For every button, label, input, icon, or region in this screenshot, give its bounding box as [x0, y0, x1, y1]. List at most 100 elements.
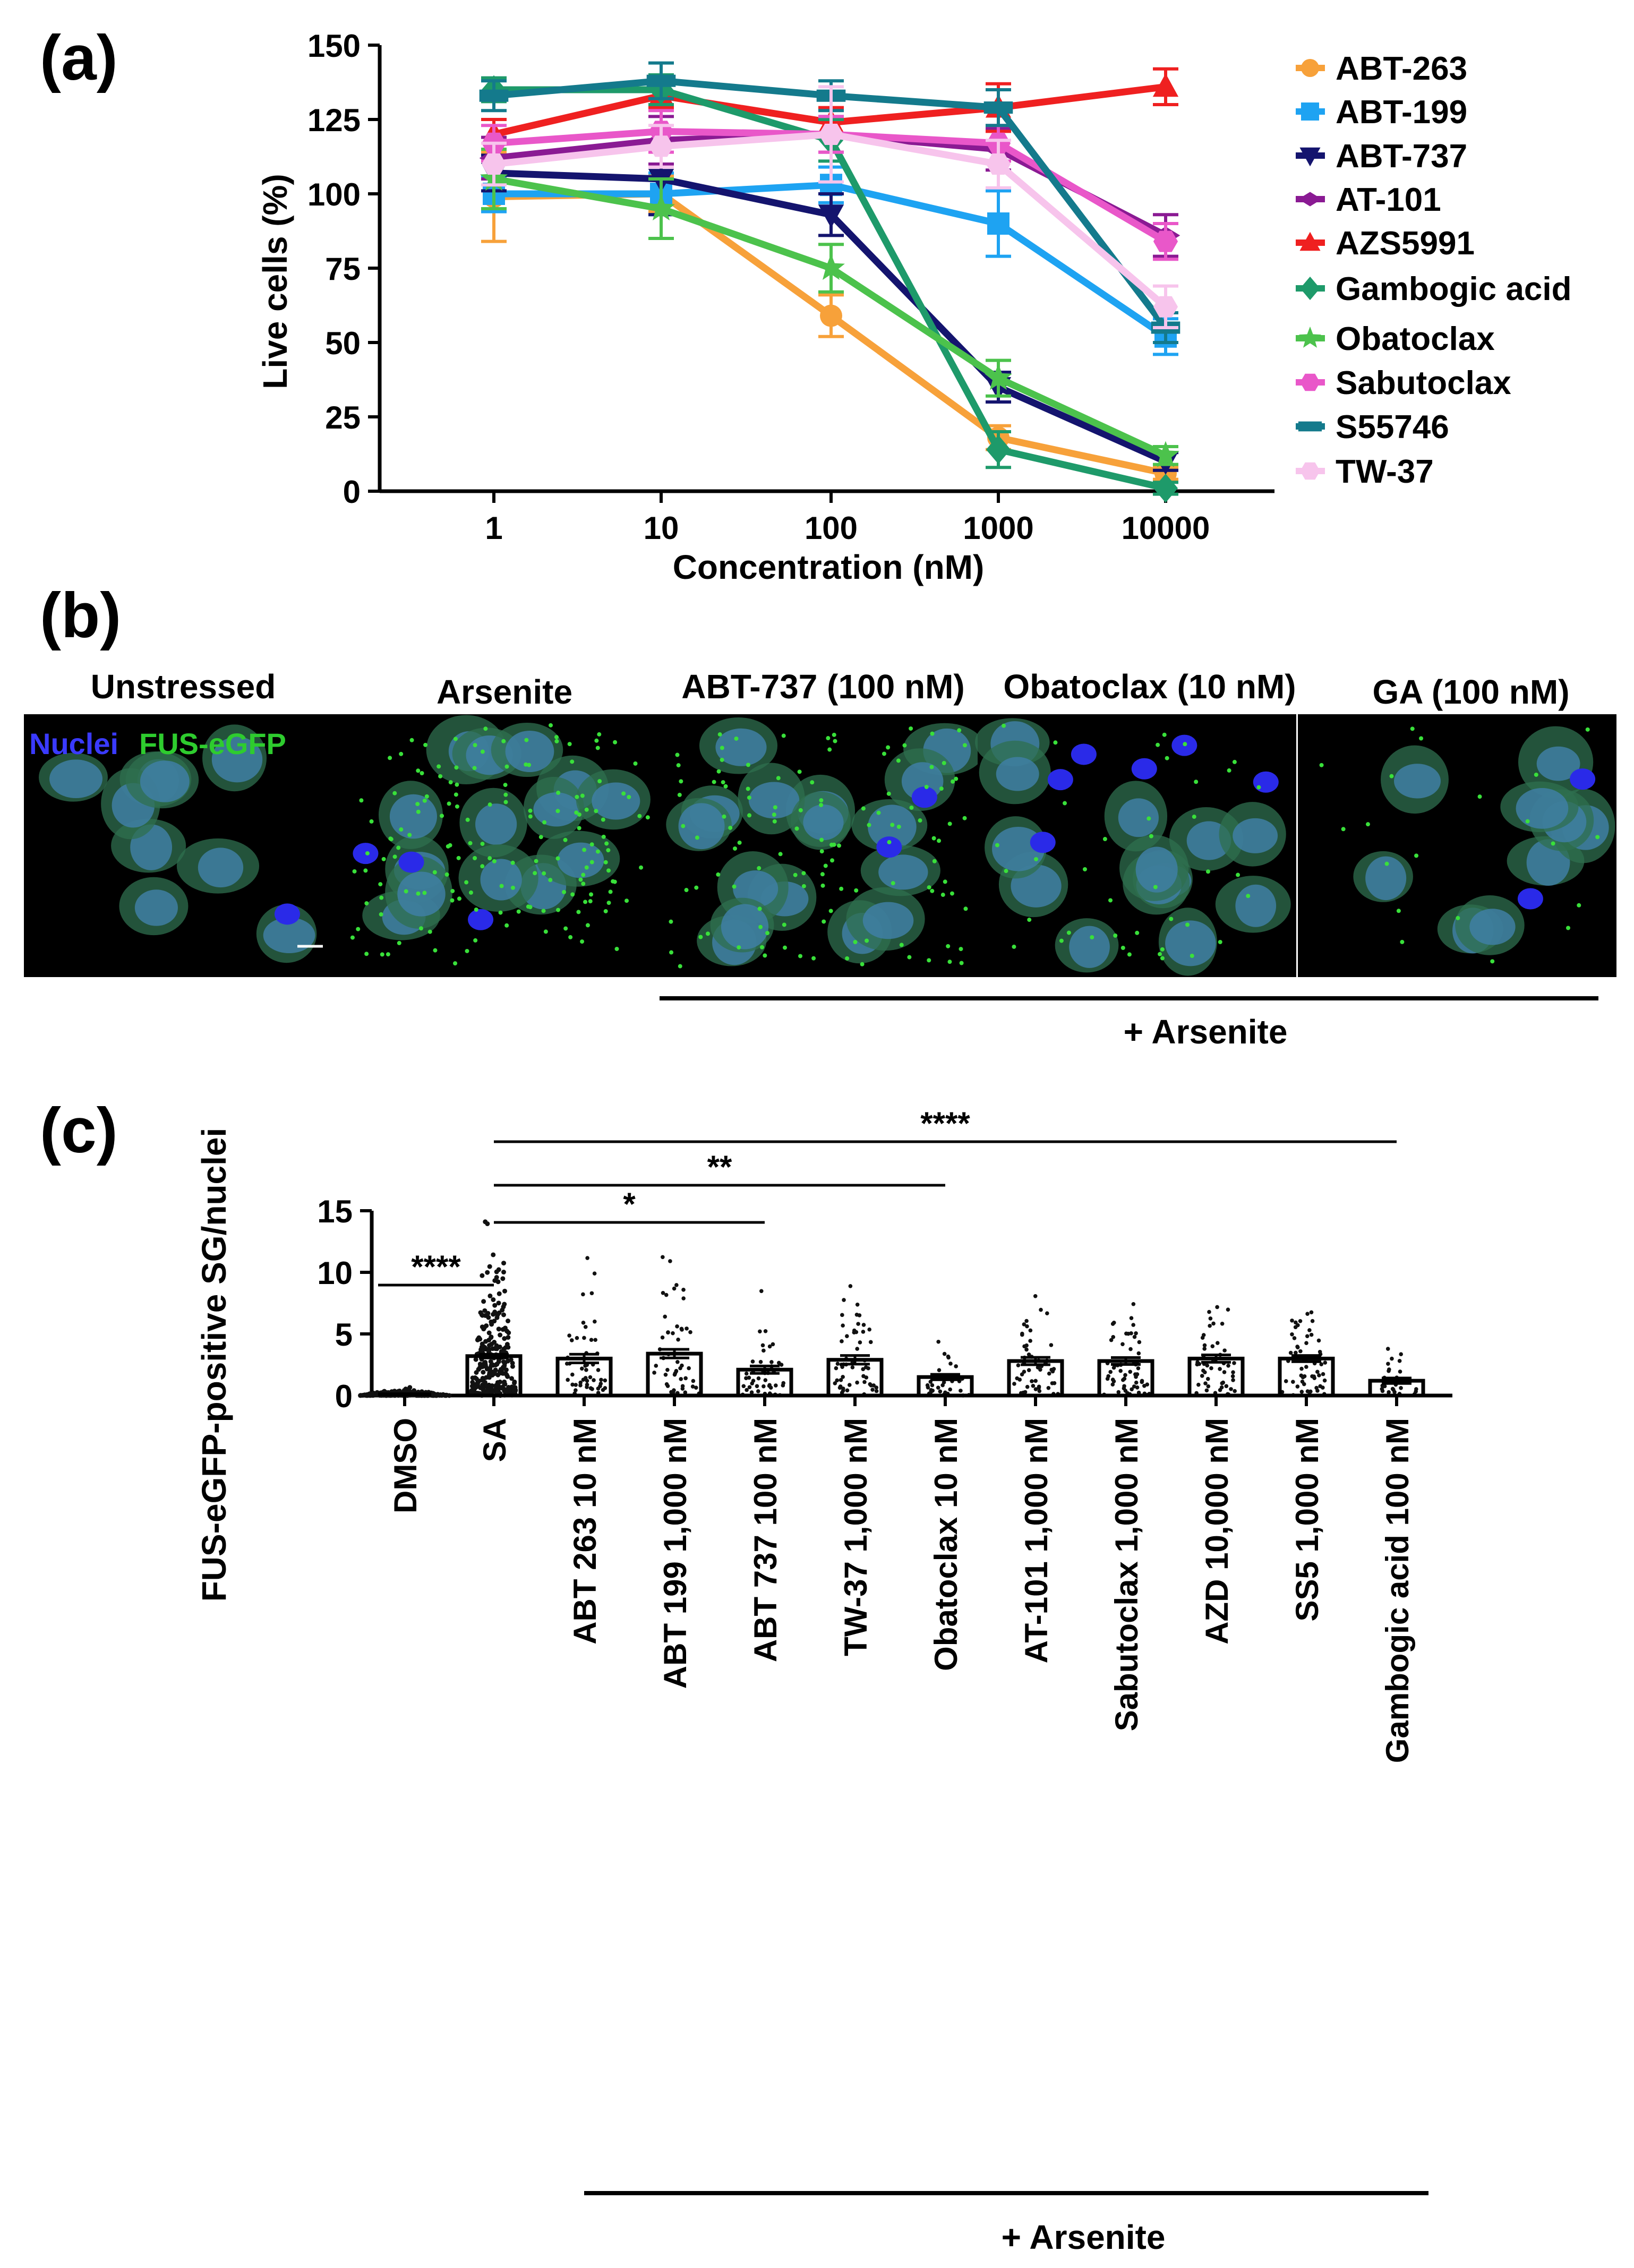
significance-bracket: ** [494, 1149, 945, 1187]
data-point [506, 1330, 511, 1336]
stress-granule [416, 891, 421, 896]
stress-granule [798, 954, 803, 958]
data-point [747, 1385, 752, 1390]
chart-a-ytick-label: 25 [325, 400, 361, 435]
data-point [762, 1348, 766, 1353]
stress-granule [554, 735, 559, 740]
stress-granule [594, 809, 598, 814]
stress-granule [597, 732, 602, 737]
data-point [856, 1322, 860, 1326]
data-point [496, 1384, 501, 1389]
bar-group-0: DMSO [358, 1385, 452, 1513]
stress-granule [611, 879, 615, 884]
stress-granule [1396, 909, 1401, 913]
stress-granule [757, 906, 762, 911]
stress-granule [455, 782, 459, 787]
data-point [1033, 1379, 1038, 1383]
data-point [759, 1289, 764, 1294]
cell-nucleus [1469, 909, 1516, 945]
data-point [492, 1303, 498, 1308]
data-point [1123, 1373, 1127, 1377]
data-point [779, 1363, 784, 1367]
data-point [681, 1288, 686, 1292]
stress-granule [1341, 827, 1346, 832]
stress-granule [747, 813, 752, 818]
data-point [959, 1389, 963, 1393]
data-point [762, 1384, 766, 1389]
bar-group-6: Obatoclax 10 nM [917, 1339, 974, 1671]
stain-label-nuclei: Nuclei [29, 727, 118, 760]
data-point [1299, 1373, 1304, 1378]
stress-granule [473, 743, 477, 748]
stress-granule [380, 952, 384, 957]
cell-nucleus [996, 757, 1039, 791]
data-point [1028, 1339, 1032, 1343]
data-point [502, 1288, 508, 1294]
data-point [487, 1264, 492, 1269]
data-point [593, 1319, 597, 1324]
stress-granule [453, 961, 458, 966]
stress-granule [450, 898, 455, 903]
micrograph-3 [975, 714, 1296, 977]
data-point [1219, 1385, 1224, 1390]
data-point [1308, 1389, 1313, 1394]
cell-nucleus [748, 782, 800, 819]
data-point [1124, 1331, 1128, 1336]
data-point [1208, 1316, 1213, 1321]
chart-a-ytick-label: 125 [307, 102, 361, 138]
bar-group-4: ABT 737 100 nM [736, 1289, 793, 1662]
data-point [1323, 1360, 1328, 1365]
stress-granule [684, 888, 689, 893]
data-point [575, 1336, 579, 1340]
stress-granule [1366, 822, 1370, 827]
stress-granule [633, 761, 638, 766]
stress-granule [1090, 935, 1094, 940]
stress-granule [781, 733, 786, 738]
stress-granule [422, 798, 427, 803]
data-point [583, 1376, 588, 1380]
data-point [592, 1378, 596, 1382]
stress-granule [364, 952, 369, 956]
data-point [497, 1310, 502, 1315]
data-point [1295, 1384, 1300, 1389]
stress-granule [503, 783, 508, 788]
stress-granule [930, 731, 935, 736]
stress-granule [645, 815, 650, 820]
stress-granule [765, 931, 770, 936]
data-point [862, 1380, 867, 1384]
cell-nucleus [475, 803, 517, 845]
data-point [486, 1343, 492, 1348]
stress-granule [778, 852, 783, 857]
data-point [365, 1393, 370, 1398]
data-point [1136, 1366, 1141, 1371]
data-point [1310, 1319, 1315, 1323]
data-point [567, 1333, 571, 1338]
data-point [590, 1387, 594, 1391]
data-point [1025, 1324, 1029, 1329]
stress-granule [597, 779, 602, 784]
stress-granule [580, 793, 585, 798]
data-point [491, 1252, 496, 1257]
stress-granule [1135, 930, 1140, 935]
data-point [1131, 1323, 1135, 1327]
stress-granule [801, 884, 806, 888]
data-point [869, 1383, 874, 1388]
data-point [494, 1343, 499, 1348]
stress-granule [548, 878, 553, 883]
stress-granule [582, 848, 587, 852]
stress-granule [363, 868, 368, 873]
stress-granule [549, 723, 553, 728]
stress-granule [418, 926, 423, 931]
cell-nucleus [1235, 884, 1277, 927]
bright-nucleus [1570, 768, 1596, 790]
stress-granule [962, 743, 967, 748]
stress-granule [1102, 837, 1107, 842]
stress-granule [886, 745, 891, 750]
stress-granule [865, 938, 869, 943]
stress-granule [1149, 834, 1153, 838]
stress-granule [601, 817, 605, 822]
stress-granule [621, 791, 626, 796]
stress-granule [1162, 732, 1167, 737]
bright-nucleus [876, 836, 902, 858]
data-point [1305, 1334, 1310, 1339]
